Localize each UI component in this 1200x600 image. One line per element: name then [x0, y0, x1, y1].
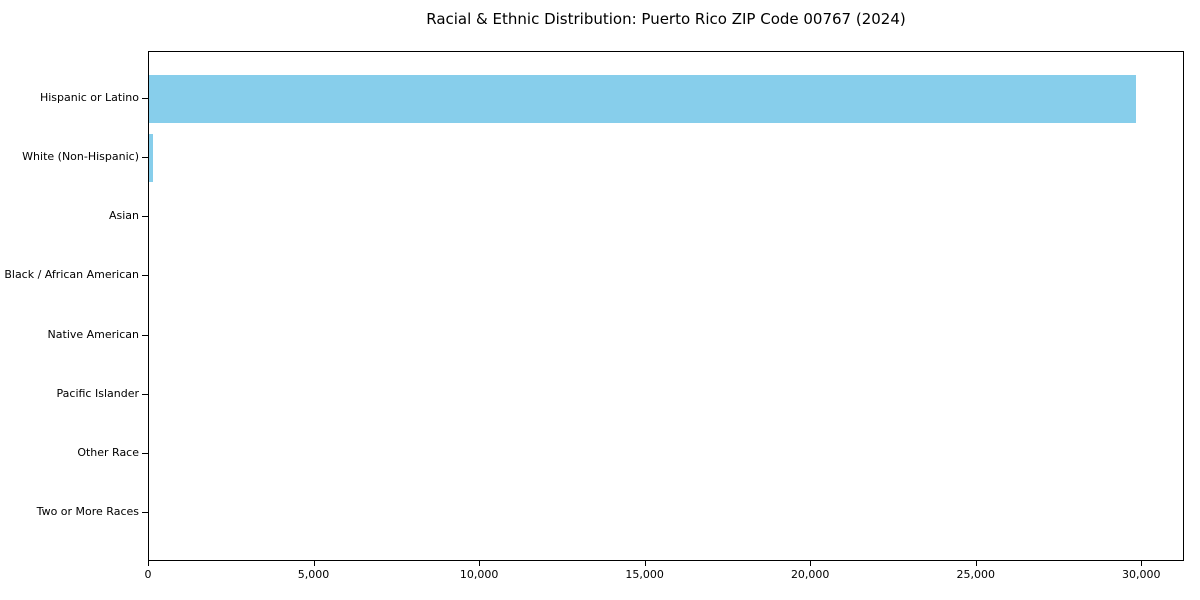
y-tick-mark [142, 275, 148, 277]
y-tick-mark [142, 453, 148, 455]
x-tick-label: 0 [144, 568, 152, 581]
x-tick-label: 15,000 [625, 568, 664, 581]
x-tick-mark [810, 561, 812, 566]
x-tick-mark [975, 561, 977, 566]
y-tick-label: White (Non-Hispanic) [22, 149, 139, 163]
x-tick-label: 30,000 [1122, 568, 1161, 581]
bar-white-non-hispanic [149, 133, 153, 182]
y-tick-mark [142, 512, 148, 514]
x-tick-mark [313, 561, 315, 566]
y-tick-mark [142, 334, 148, 336]
x-tick-mark [148, 561, 149, 566]
y-tick-label: Asian [108, 209, 139, 223]
y-tick-label: Hispanic or Latino [39, 90, 139, 104]
y-tick-mark [142, 156, 148, 158]
x-tick-mark [479, 561, 481, 566]
chart-title: Racial & Ethnic Distribution: Puerto Ric… [426, 10, 906, 28]
y-tick-label: Black / African American [4, 268, 139, 282]
plot-area [148, 51, 1184, 561]
y-tick-mark [142, 97, 148, 99]
y-tick-label: Native American [47, 327, 139, 341]
x-tick-label: 25,000 [956, 568, 995, 581]
y-tick-label: Two or More Races [36, 505, 139, 519]
x-tick-label: 5,000 [297, 568, 330, 581]
y-tick-mark [142, 393, 148, 395]
x-tick-label: 20,000 [790, 568, 830, 581]
bar-hispanic-or-latino [149, 74, 1136, 123]
y-tick-label: Pacific Islander [56, 386, 139, 400]
y-tick-mark [142, 216, 148, 218]
x-tick-mark [1141, 561, 1143, 566]
x-tick-mark [644, 561, 646, 566]
y-tick-label: Other Race [77, 446, 139, 460]
x-tick-label: 10,000 [459, 568, 499, 581]
